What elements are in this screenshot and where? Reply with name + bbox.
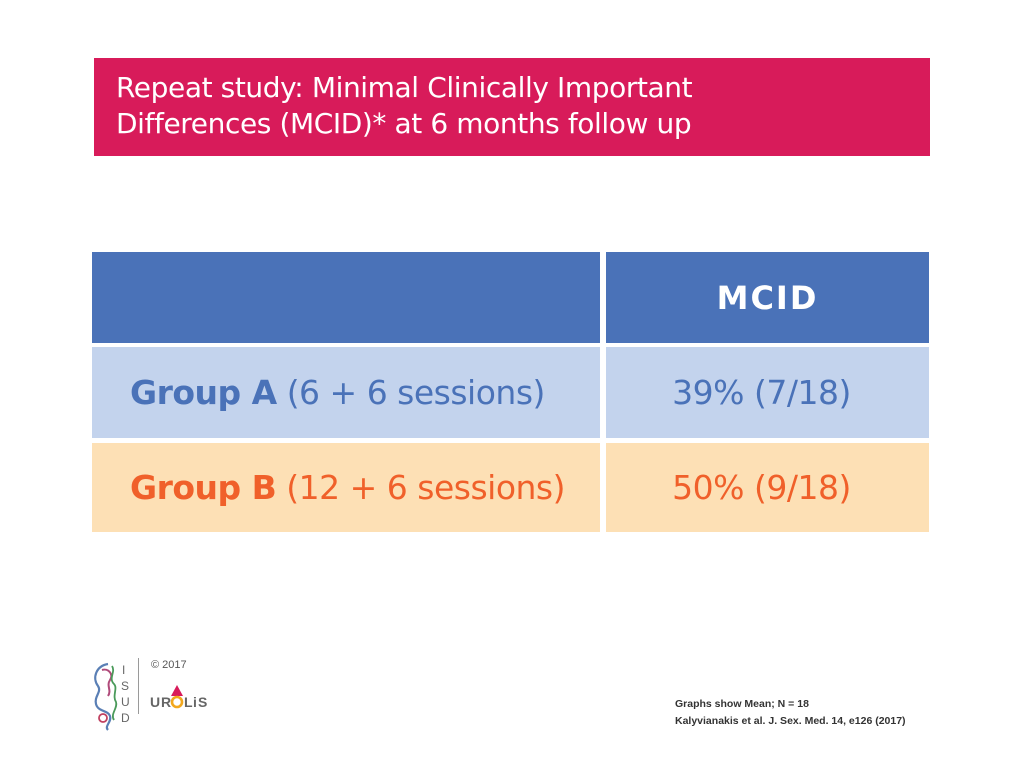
footnote-stats: Graphs show Mean; N = 18 xyxy=(675,698,809,710)
group-b-sessions: (12 + 6 sessions) xyxy=(286,468,565,507)
svg-text:i: i xyxy=(193,694,197,710)
table-row-group-b-label: Group B (12 + 6 sessions) xyxy=(92,443,600,532)
group-b-mcid-value: 50% (9/18) xyxy=(672,468,851,507)
table-header-mcid: MCID xyxy=(716,278,819,317)
svg-text:I: I xyxy=(122,663,125,677)
svg-text:U: U xyxy=(150,694,160,710)
group-b-name: Group B xyxy=(130,468,277,507)
table-row-group-a-label: Group A (6 + 6 sessions) xyxy=(92,347,600,438)
copyright-text: © 2017 xyxy=(151,659,187,671)
table-row-group-a-value: 39% (7/18) xyxy=(606,347,929,438)
svg-text:S: S xyxy=(198,694,207,710)
svg-text:R: R xyxy=(161,694,171,710)
urolis-logo-icon: U R L i S xyxy=(150,685,207,710)
group-a-sessions: (6 + 6 sessions) xyxy=(286,373,546,412)
slide-title-line-1: Repeat study: Minimal Clinically Importa… xyxy=(116,71,693,104)
svg-text:S: S xyxy=(121,679,129,693)
svg-text:U: U xyxy=(121,695,130,709)
table-row-group-b-value: 50% (9/18) xyxy=(606,443,929,532)
svg-text:L: L xyxy=(184,694,193,710)
table-header-empty-cell xyxy=(92,252,600,343)
group-a-name: Group A xyxy=(130,373,277,412)
footnote-citation: Kalyvianakis et al. J. Sex. Med. 14, e12… xyxy=(675,715,906,727)
title-banner: Repeat study: Minimal Clinically Importa… xyxy=(94,58,930,156)
slide-title-line-2: Differences (MCID)* at 6 months follow u… xyxy=(116,107,692,140)
isud-logo-icon: I S U D xyxy=(94,662,130,731)
logo-divider xyxy=(138,658,139,714)
group-a-mcid-value: 39% (7/18) xyxy=(672,373,851,412)
svg-text:D: D xyxy=(121,711,130,725)
table-header-mcid-cell: MCID xyxy=(606,252,929,343)
